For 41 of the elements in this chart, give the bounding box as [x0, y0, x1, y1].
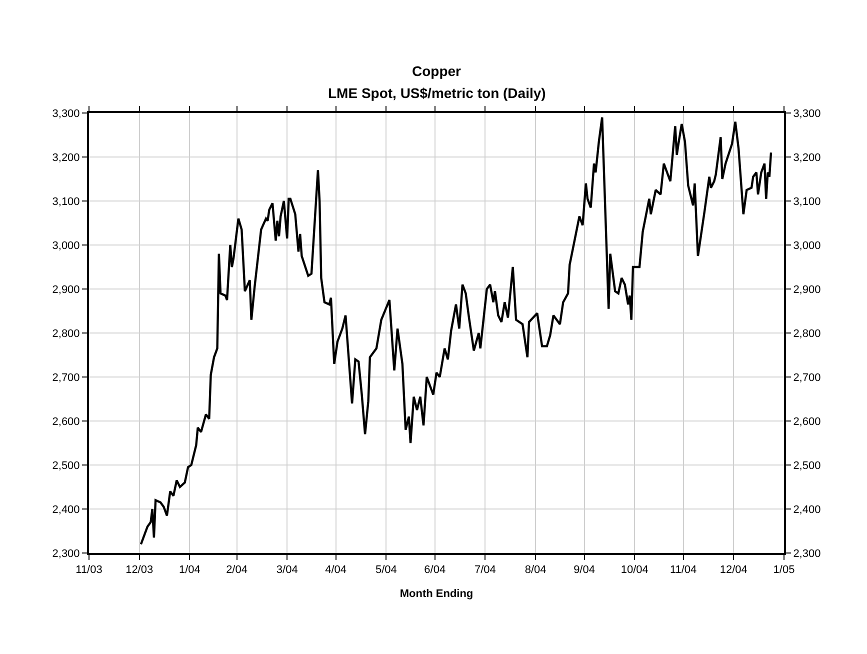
x-axis-title: Month Ending [400, 588, 474, 600]
y2-tick-label: 2,300 [793, 548, 821, 560]
x-tick-label: 6/04 [424, 564, 446, 576]
x-tick-label: 9/04 [574, 564, 595, 576]
x-tick-label: 2/04 [226, 564, 248, 576]
x-tick-label: 10/04 [620, 564, 648, 576]
y2-tick-label: 3,000 [793, 240, 821, 252]
x-tick-label: 1/04 [178, 564, 200, 576]
y2-tick-label: 2,500 [793, 460, 821, 472]
x-tick-label: 5/04 [375, 564, 397, 576]
y2-tick-label: 3,200 [793, 152, 821, 164]
y-tick-label: 3,300 [52, 108, 80, 120]
y2-tick-label: 3,300 [793, 108, 821, 120]
x-tick-label: 11/03 [76, 564, 102, 576]
y2-tick-label: 2,400 [793, 504, 821, 516]
x-tick-label: 12/03 [126, 564, 154, 576]
chart-title: Copper [412, 63, 462, 79]
x-tick-label: 11/04 [670, 564, 697, 576]
x-tick-label: 7/04 [474, 564, 496, 576]
y2-tick-label: 2,900 [793, 284, 821, 296]
y-tick-label: 2,500 [52, 460, 80, 472]
y-tick-label: 2,800 [52, 328, 80, 340]
y-tick-label: 2,700 [52, 372, 80, 384]
y-tick-label: 2,900 [52, 284, 80, 296]
y2-tick-label: 2,600 [793, 416, 821, 428]
y2-tick-label: 2,800 [793, 328, 821, 340]
x-tick-label: 8/04 [524, 564, 546, 576]
x-tick-label: 3/04 [276, 564, 298, 576]
x-tick-label: 1/05 [773, 564, 795, 576]
y-tick-label: 2,300 [52, 548, 80, 560]
y-tick-label: 3,100 [52, 196, 80, 208]
y2-tick-label: 3,100 [793, 196, 821, 208]
chart-subtitle: LME Spot, US$/metric ton (Daily) [328, 85, 546, 101]
line-series [140, 116, 772, 546]
x-tick-label: 4/04 [325, 564, 347, 576]
x-tick-label: 12/04 [720, 564, 748, 576]
y-tick-label: 2,600 [52, 416, 80, 428]
y-tick-label: 3,200 [52, 152, 80, 164]
y2-tick-label: 2,700 [793, 372, 821, 384]
y-tick-label: 3,000 [52, 240, 80, 252]
y-tick-label: 2,400 [52, 504, 80, 516]
